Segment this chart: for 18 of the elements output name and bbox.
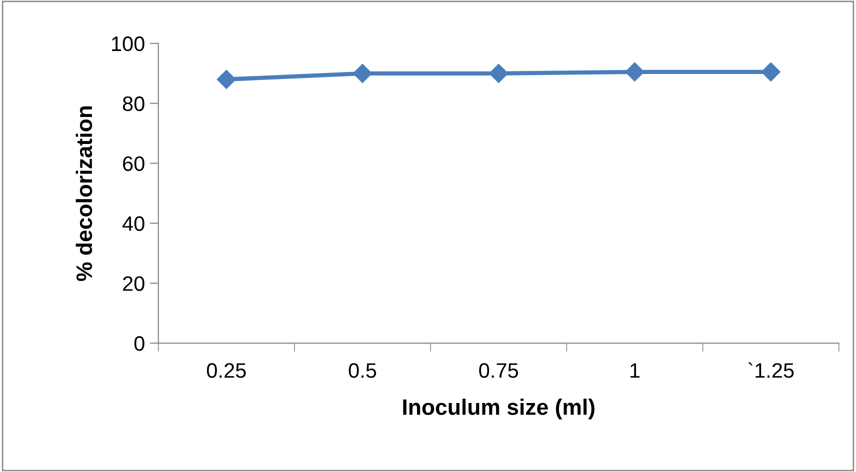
y-tick-label: 60 (123, 156, 144, 172)
point (216, 70, 236, 89)
x-tick-label: 0.75 (479, 363, 518, 378)
x-tick-label: 1 (630, 363, 640, 378)
point (761, 62, 780, 82)
x-tick-label: 0.5 (348, 363, 376, 378)
y-tick-label: 80 (122, 96, 144, 112)
y-axis-title: % decolorization (76, 106, 92, 282)
point (352, 64, 372, 83)
point (489, 64, 508, 83)
y-tick-label: 100 (112, 36, 144, 52)
y-tick-label: 0 (134, 336, 144, 351)
y-tick-label: 20 (123, 276, 144, 291)
point (625, 62, 644, 82)
y-tick-label: 40 (122, 216, 144, 232)
x-tick-label: 0.25 (206, 363, 246, 378)
x-axis-title: Inoculum size (ml) (403, 398, 594, 420)
x-tick-label: `1.25 (748, 362, 794, 378)
